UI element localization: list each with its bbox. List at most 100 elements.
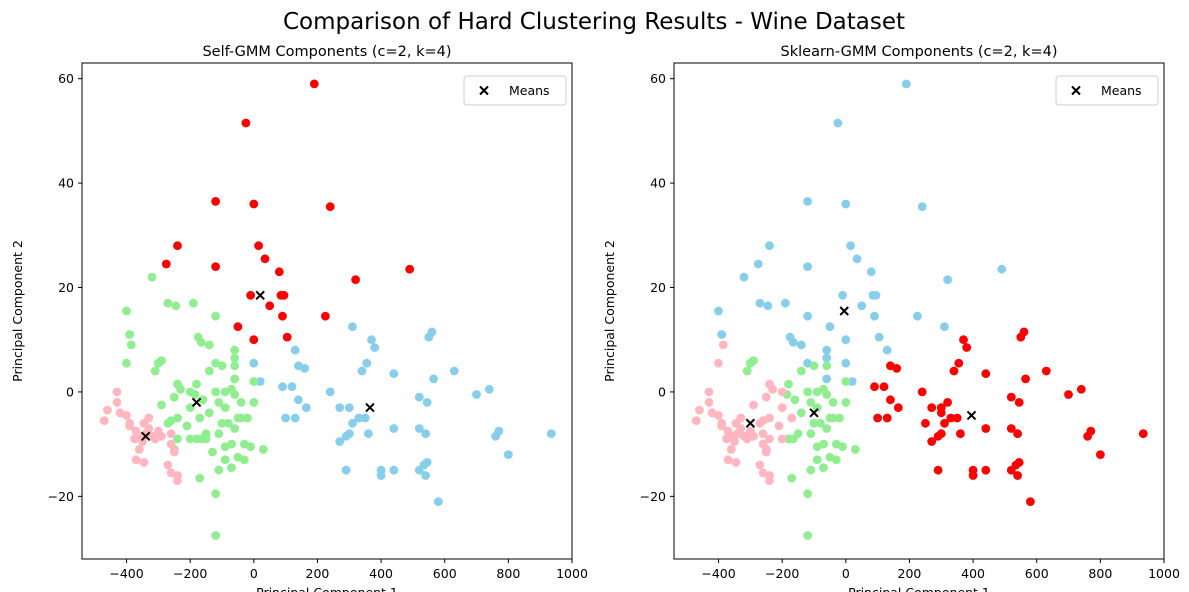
panel-1-point-s2-6 [150, 366, 160, 376]
panel-2-legend: Means [1055, 75, 1159, 106]
panel-2-xtick-label-2: 0 [842, 566, 850, 581]
panel-1-point-s0-21 [282, 332, 292, 342]
panel-2-point-s1-36 [1064, 390, 1073, 399]
panel-2-point-s0-14 [838, 290, 847, 300]
panel-2-point-s1-37 [1076, 384, 1086, 394]
panel-2-ytick-label-4: 60 [650, 71, 666, 86]
panel-1-point-s2-12 [196, 337, 206, 347]
panel-1-point-s3-28 [138, 437, 147, 446]
panel-2-point-s0-32 [822, 353, 832, 363]
panel-2-xlabel: Principal Component 1 [848, 585, 990, 592]
panel-1-ytick-label-4: 60 [58, 71, 74, 86]
panel-1-point-s2-16 [211, 311, 221, 321]
panel-2-point-s1-3 [962, 343, 972, 352]
panel-1-point-s2-43 [227, 439, 236, 449]
panel-1-point-s1-22 [354, 413, 364, 423]
panel-1-mean-marker-0 [255, 290, 265, 301]
panel-2-point-s1-46 [882, 413, 892, 423]
panel-2-point-s1-33 [1026, 497, 1035, 506]
panel-2-point-s1-34 [1006, 392, 1016, 402]
panel-2-point-s3-5 [714, 411, 723, 420]
panel-1-point-s3-23 [169, 447, 179, 457]
panel-2-point-s3-46 [787, 413, 797, 423]
panel-2-point-s2-20 [806, 465, 816, 475]
panel-1-point-s0-17 [278, 311, 287, 321]
panel-1-point-s1-2 [348, 322, 357, 332]
panel-1-point-s2-59 [195, 473, 205, 483]
panel-2-point-s1-25 [933, 465, 943, 475]
panel-1-point-s1-4 [357, 366, 367, 376]
panel-1-point-s2-73 [201, 434, 211, 444]
panel-1-point-s1-36 [421, 471, 430, 480]
panel-1-point-s2-2 [125, 330, 135, 339]
panel-2-point-s0-35 [882, 345, 892, 355]
panel-2-mean-marker-1 [745, 418, 756, 428]
panel-1-point-s2-69 [230, 374, 240, 384]
panel-2-point-s3-11 [723, 455, 733, 465]
panel-2-point-s0-21 [874, 332, 884, 342]
panel-2-ytick-label-1: 0 [658, 384, 666, 399]
panel-1-xtick-label-3: 200 [306, 566, 330, 581]
panel-2-point-s1-39 [1083, 431, 1092, 441]
panel-2-point-s0-20 [841, 335, 851, 345]
panel-1-point-s2-15 [230, 353, 240, 363]
panel-1-means [140, 290, 375, 442]
panel-1-point-s1-39 [422, 398, 432, 407]
panel-1-point-s1-45 [546, 429, 556, 439]
panel-1-legend-marker [479, 85, 489, 96]
panel-2-point-s3-38 [755, 418, 765, 428]
panel-2-point-s1-49 [921, 418, 930, 428]
panel-2-point-s2-37 [841, 377, 851, 386]
panel-2-point-s0-19 [825, 322, 835, 332]
panel-2-point-s0-0 [901, 79, 911, 89]
panel-1-point-s1-21 [344, 403, 354, 412]
panel-2-point-s1-0 [954, 358, 964, 368]
panel-1-point-s0-6 [254, 241, 263, 251]
panel-2-point-s3-0 [691, 416, 701, 425]
panel-1-point-s0-9 [211, 262, 221, 271]
panel-1-point-s1-23 [360, 413, 370, 423]
panel-1-point-s1-48 [421, 429, 430, 439]
panel-2-point-s0-7 [753, 259, 763, 269]
panel-2-point-s0-33 [714, 306, 723, 316]
panel-2-point-s3-39 [765, 413, 774, 423]
panel-1: Self-GMM Components (c=2, k=4)−400 −200 0 2… [10, 44, 588, 592]
panel-2-point-s1-10 [886, 361, 895, 371]
panel-1-point-s1-16 [278, 382, 287, 392]
panel-1-ytick-label-0: −20 [48, 489, 74, 504]
panel-2-mean-marker-0 [839, 306, 849, 316]
panel-1-point-s2-65 [224, 418, 233, 428]
panel-2-ytick-label-3: 40 [650, 176, 666, 191]
panel-2-point-s3-29 [733, 429, 742, 439]
panel-1-point-s1-47 [414, 424, 424, 433]
panel-1-ylabel: Principal Component 2 [10, 240, 25, 382]
panel-1-xlabel: Principal Component 1 [256, 585, 398, 592]
panel-2-point-s0-29 [803, 311, 812, 321]
panel-1-point-s2-0 [147, 272, 157, 282]
panel-2-point-s0-3 [841, 199, 851, 209]
panel-1-point-s3-27 [173, 476, 182, 486]
panel-2-point-s0-4 [917, 202, 927, 212]
panel-2-point-s2-32 [796, 408, 806, 418]
panel-2-point-s2-38 [812, 403, 822, 412]
panel-1-point-s0-5 [173, 241, 182, 251]
panel-1-point-s2-35 [173, 434, 182, 444]
figure-title: Comparison of Hard Clustering Results - … [283, 9, 905, 35]
panel-2-point-s1-47 [936, 408, 946, 418]
panel-1-point-s3-10 [134, 445, 144, 454]
panel-1-point-s3-2 [112, 387, 122, 397]
panel-2-point-s0-27 [788, 337, 798, 347]
panel-1-point-s1-29 [341, 465, 351, 475]
panel-1-point-s2-70 [220, 403, 230, 412]
panel-2-point-s0-36 [940, 322, 949, 332]
panel-1-point-s1-5 [367, 335, 376, 345]
panel-2-point-s3-41 [765, 434, 774, 444]
panel-1-points [99, 79, 556, 540]
panel-2-point-s1-19 [952, 413, 962, 423]
panel-2-point-s2-36 [828, 398, 838, 407]
panel-2-point-s1-15 [917, 387, 927, 397]
panel-2-point-s0-28 [796, 340, 806, 350]
panel-1-legend: Means [463, 75, 567, 106]
panel-1-point-s0-19 [233, 322, 243, 332]
panel-2-point-s0-9 [803, 262, 812, 271]
